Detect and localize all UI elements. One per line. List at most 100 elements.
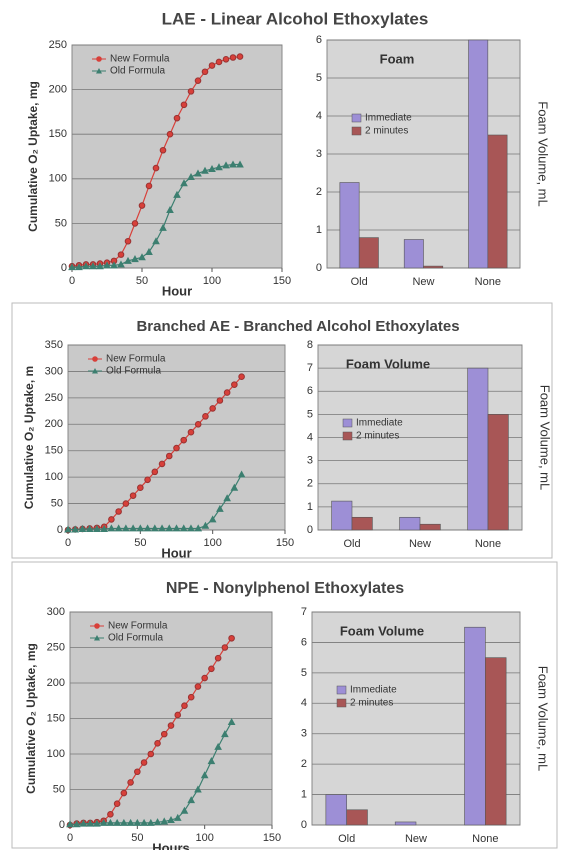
point xyxy=(117,251,125,258)
point xyxy=(159,146,167,154)
point xyxy=(194,524,203,532)
legend-label: Immediate xyxy=(350,685,397,696)
point xyxy=(181,702,188,710)
x-tick-label: Old xyxy=(338,833,355,845)
x-tick-label: None xyxy=(475,538,501,550)
point xyxy=(86,819,95,827)
x-axis-label: Hour xyxy=(161,545,191,560)
legend-label: Old Formula xyxy=(106,366,161,377)
point xyxy=(85,524,94,532)
legend-swatch xyxy=(351,126,362,136)
point xyxy=(147,750,155,758)
point xyxy=(187,428,195,436)
y-tick-label: 50 xyxy=(53,783,65,795)
point xyxy=(236,160,244,168)
legend-label: 2 minutes xyxy=(365,126,408,137)
point xyxy=(122,500,130,507)
point xyxy=(172,524,181,532)
point xyxy=(79,819,88,827)
y-tick-label: 0 xyxy=(307,524,313,536)
x-tick-label: 50 xyxy=(134,537,146,549)
point xyxy=(236,53,244,60)
point xyxy=(110,261,118,269)
y-axis-label: Foam Volume, mL xyxy=(536,101,551,207)
bar xyxy=(468,39,489,269)
point xyxy=(122,524,130,532)
point xyxy=(115,508,122,515)
y-tick-label: 300 xyxy=(47,606,65,618)
point xyxy=(75,263,83,271)
section-title: Branched AE - Branched Alcohol Ethoxylat… xyxy=(136,318,459,335)
point xyxy=(223,389,231,396)
y-tick-label: 1 xyxy=(316,224,322,236)
y-tick-label: 2 xyxy=(316,186,322,198)
point xyxy=(208,665,215,673)
x-tick-label: 50 xyxy=(131,832,143,844)
legend-swatch xyxy=(336,685,347,695)
y-tick-label: 150 xyxy=(45,445,63,457)
bar xyxy=(485,657,507,826)
legend-label: Old Formula xyxy=(108,633,163,644)
point xyxy=(151,468,159,476)
x-tick-label: None xyxy=(475,276,501,288)
point xyxy=(120,789,128,797)
point xyxy=(227,718,236,726)
bar xyxy=(331,500,353,531)
point xyxy=(113,800,121,808)
point xyxy=(133,818,142,826)
y-tick-label: 250 xyxy=(49,39,67,51)
point xyxy=(216,397,224,404)
point xyxy=(187,524,195,532)
point xyxy=(140,818,148,826)
x-tick-label: New xyxy=(405,833,427,845)
point xyxy=(209,405,216,412)
panel-frame xyxy=(11,561,558,849)
bar xyxy=(399,516,421,531)
point xyxy=(174,711,182,719)
point xyxy=(216,504,224,512)
point xyxy=(129,524,137,532)
x-tick-label: Old xyxy=(351,276,368,288)
y-tick-label: 0 xyxy=(57,524,63,536)
point xyxy=(82,262,90,270)
bar xyxy=(339,182,360,269)
point xyxy=(114,524,123,532)
section-title: NPE - Nonylphenol Ethoxylates xyxy=(166,580,404,597)
point xyxy=(200,771,209,779)
point xyxy=(194,77,202,84)
x-tick-label: 50 xyxy=(136,275,148,287)
y-tick-label: 250 xyxy=(45,392,63,404)
point xyxy=(187,88,195,95)
point xyxy=(158,460,166,468)
point xyxy=(222,55,230,63)
bar xyxy=(487,414,509,531)
y-tick-label: 3 xyxy=(316,148,322,160)
point xyxy=(138,253,146,261)
point xyxy=(113,818,121,826)
y-tick-label: 5 xyxy=(316,72,322,84)
legend-label: Immediate xyxy=(356,418,403,429)
point xyxy=(93,819,101,827)
point xyxy=(136,524,145,532)
point xyxy=(187,796,196,804)
panel-frame xyxy=(11,302,553,559)
point xyxy=(231,381,238,388)
point xyxy=(71,525,80,533)
point xyxy=(140,759,148,766)
point xyxy=(194,785,202,793)
y-tick-label: 6 xyxy=(301,636,307,648)
x-tick-label: None xyxy=(472,833,498,845)
point xyxy=(144,476,151,484)
point xyxy=(66,820,74,828)
chart-title: Foam Volume xyxy=(346,356,430,371)
point xyxy=(173,190,181,198)
bar xyxy=(467,367,489,531)
y-tick-label: 5 xyxy=(301,667,307,679)
point xyxy=(93,524,101,532)
chart-title: Foam xyxy=(380,51,415,66)
y-tick-label: 150 xyxy=(49,128,67,140)
point xyxy=(222,161,230,169)
point xyxy=(160,730,168,738)
y-axis-label: Cumulative O₂ Uptake, mg xyxy=(26,81,40,232)
